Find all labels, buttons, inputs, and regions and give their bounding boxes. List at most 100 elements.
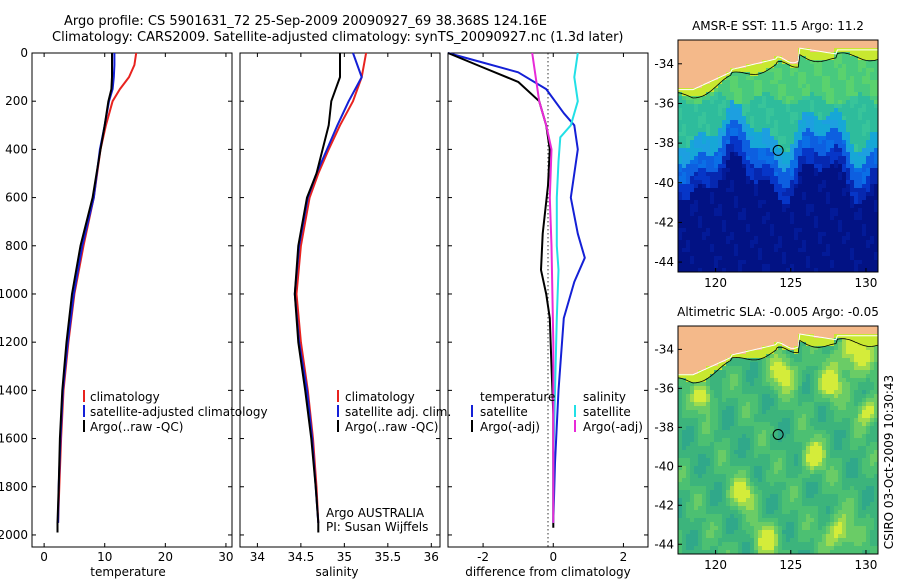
- map-cell: [802, 434, 807, 439]
- map-cell: [678, 346, 683, 351]
- map-cell: [850, 200, 855, 205]
- map-cell: [690, 426, 695, 431]
- map-cell: [710, 144, 715, 149]
- map-cell: [770, 76, 775, 81]
- map-cell: [798, 248, 803, 253]
- map-cell: [834, 188, 839, 193]
- map-cell: [746, 450, 751, 455]
- map-cell: [738, 454, 743, 459]
- map-cell: [734, 84, 739, 89]
- map-cell: [866, 200, 871, 205]
- map-cell: [826, 72, 831, 77]
- map-cell: [850, 454, 855, 459]
- map-cell: [854, 256, 859, 261]
- map-cell: [718, 208, 723, 213]
- map-cell: [778, 140, 783, 145]
- map-cell: [702, 192, 707, 197]
- map-cell: [826, 164, 831, 169]
- map-cell: [734, 398, 739, 403]
- map-cell: [722, 446, 727, 451]
- map-cell: [734, 164, 739, 169]
- map-cell: [778, 240, 783, 245]
- map-cell: [726, 264, 731, 269]
- map-cell: [838, 244, 843, 249]
- map-cell: [750, 470, 755, 475]
- map-cell: [702, 88, 707, 93]
- map-cell: [774, 334, 779, 339]
- map-cell: [826, 438, 831, 443]
- map-cell: [834, 160, 839, 165]
- map-cell: [762, 152, 767, 157]
- map-cell: [854, 390, 859, 395]
- map-cell: [710, 108, 715, 113]
- map-cell: [814, 116, 819, 121]
- map-cell: [762, 180, 767, 185]
- map-cell: [790, 80, 795, 85]
- map-cell: [798, 80, 803, 85]
- map-cell: [678, 244, 683, 249]
- map-cell: [710, 374, 715, 379]
- map-cell: [802, 116, 807, 121]
- map-cell: [834, 454, 839, 459]
- map-cell: [682, 120, 687, 125]
- map-cell: [850, 148, 855, 153]
- map-cell: [690, 224, 695, 229]
- map-cell: [778, 84, 783, 89]
- map-cell: [798, 330, 803, 335]
- map-cell: [838, 208, 843, 213]
- map-cell: [694, 244, 699, 249]
- map-cell: [786, 108, 791, 113]
- map-cell: [714, 466, 719, 471]
- map-cell: [686, 136, 691, 141]
- map-cell: [802, 160, 807, 165]
- map-cell: [718, 152, 723, 157]
- map-cell: [858, 236, 863, 241]
- map-cell: [766, 446, 771, 451]
- map-cell: [798, 454, 803, 459]
- map-cell: [702, 200, 707, 205]
- y-tick-label: -44: [654, 255, 674, 269]
- map-cell: [854, 180, 859, 185]
- map-cell: [802, 224, 807, 229]
- map-cell: [870, 338, 875, 343]
- map-cell: [766, 382, 771, 387]
- map-cell: [794, 44, 799, 49]
- map-cell: [738, 200, 743, 205]
- map-cell: [854, 326, 859, 331]
- map-cell: [838, 354, 843, 359]
- map-cell: [786, 334, 791, 339]
- map-cell: [846, 56, 851, 61]
- map-cell: [774, 390, 779, 395]
- map-cell: [746, 358, 751, 363]
- map-cell: [698, 136, 703, 141]
- map-cell: [726, 330, 731, 335]
- map-cell: [758, 192, 763, 197]
- map-cell: [750, 446, 755, 451]
- map-cell: [750, 68, 755, 73]
- map-cell: [786, 374, 791, 379]
- map-cell: [790, 462, 795, 467]
- map-cell: [686, 204, 691, 209]
- map-cell: [702, 362, 707, 367]
- map-cell: [802, 462, 807, 467]
- map-cell: [770, 92, 775, 97]
- map-cell: [734, 438, 739, 443]
- map-cell: [838, 80, 843, 85]
- map-cell: [838, 64, 843, 69]
- map-cell: [786, 268, 791, 273]
- difference-panel: -2 0 2 difference from climatology tempera…: [447, 52, 649, 579]
- map-cell: [846, 52, 851, 57]
- map-cell: [714, 116, 719, 121]
- map-cell: [790, 366, 795, 371]
- map-cell: [834, 358, 839, 363]
- map-cell: [826, 160, 831, 165]
- map-cell: [730, 172, 735, 177]
- map-cell: [758, 88, 763, 93]
- map-cell: [778, 164, 783, 169]
- map-cell: [718, 252, 723, 257]
- map-cell: [710, 152, 715, 157]
- map-cell: [858, 350, 863, 355]
- map-cell: [746, 188, 751, 193]
- map-cell: [826, 168, 831, 173]
- map-cell: [690, 438, 695, 443]
